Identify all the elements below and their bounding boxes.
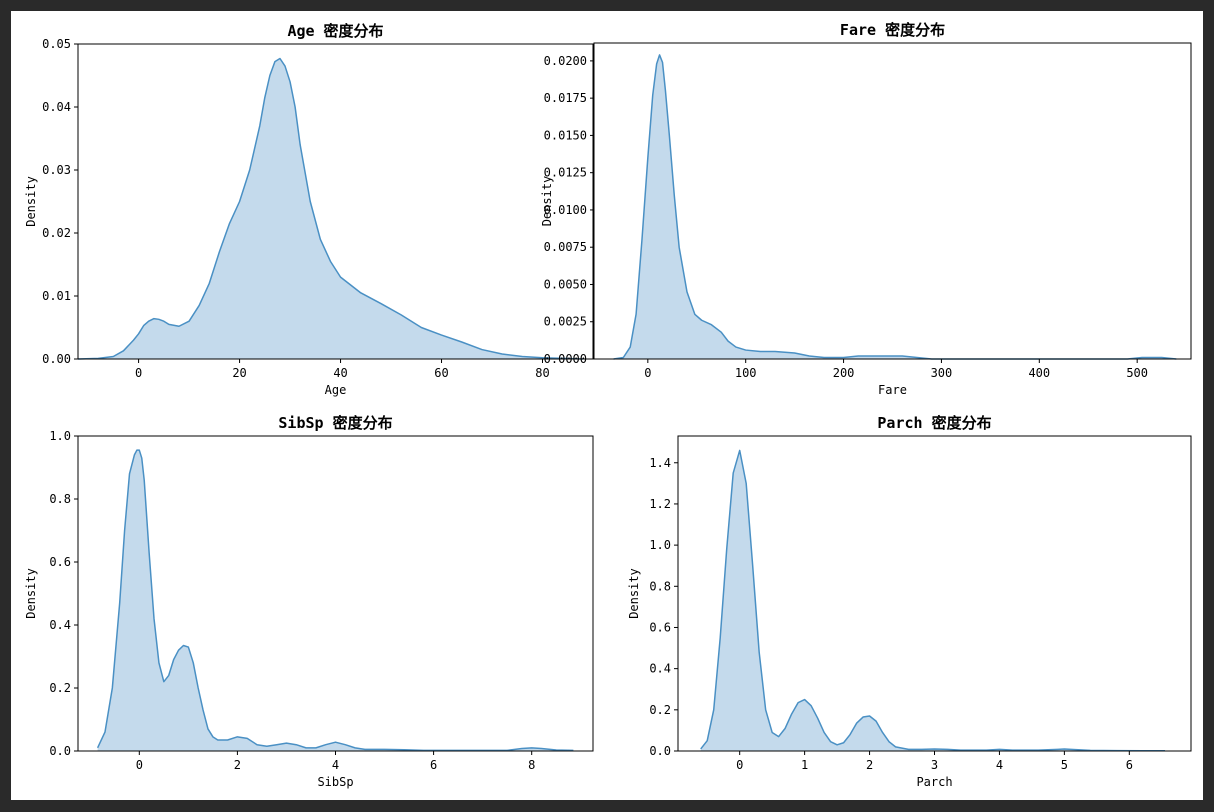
y-tick-label: 0.6 bbox=[649, 620, 671, 634]
x-tick-label: 8 bbox=[528, 758, 535, 772]
y-tick-label: 0.0175 bbox=[544, 91, 587, 105]
figure: 0 20 40 60 80 0.00 0.01 0.02 0.03 0.04 0.05 Age 密度分… bbox=[11, 11, 1203, 800]
x-tick-label: 2 bbox=[866, 758, 873, 772]
y-tick-label: 0.0150 bbox=[544, 128, 587, 142]
y-tick-label: 0.01 bbox=[42, 289, 71, 303]
x-tick-label: 4 bbox=[332, 758, 339, 772]
chart-title: Age 密度分布 bbox=[287, 22, 383, 40]
y-tick-label: 0.2 bbox=[649, 703, 671, 717]
x-tick-label: 200 bbox=[833, 366, 855, 380]
axes-frame bbox=[593, 42, 1192, 360]
y-tick-label: 0.4 bbox=[649, 662, 671, 676]
x-tick-label: 1 bbox=[801, 758, 808, 772]
density-line bbox=[700, 449, 1166, 752]
chart-title: Fare 密度分布 bbox=[840, 21, 945, 39]
y-tick-label: 0.0050 bbox=[544, 277, 587, 291]
y-tick-label: 0.0125 bbox=[544, 166, 587, 180]
x-tick-label: 4 bbox=[996, 758, 1003, 772]
y-tick-label: 0.0100 bbox=[544, 203, 587, 217]
y-axis-label: Density bbox=[540, 176, 554, 227]
chart-4: 0 1 2 3 4 5 6 0.0 0.2 0.4 0.6 0.8 1.0 1.2 1.4 Parch 密度分… bbox=[627, 414, 1192, 789]
y-axis-label: Density bbox=[24, 176, 38, 227]
x-tick-label: 0 bbox=[736, 758, 743, 772]
density-area bbox=[97, 450, 574, 751]
y-tick-label: 0.05 bbox=[42, 37, 71, 51]
y-tick-label: 0.0 bbox=[49, 744, 71, 758]
y-tick-label: 0.0025 bbox=[544, 315, 587, 329]
x-tick-label: 20 bbox=[232, 366, 246, 380]
x-axis-label: Age bbox=[325, 383, 347, 397]
x-tick-label: 6 bbox=[430, 758, 437, 772]
density-area bbox=[78, 58, 583, 360]
y-tick-label: 0.0075 bbox=[544, 240, 587, 254]
x-tick-label: 5 bbox=[1061, 758, 1068, 772]
chart-1: 0 20 40 60 80 0.00 0.01 0.02 0.03 0.04 0.05 Age 密度分… bbox=[24, 22, 594, 397]
y-tick-label: 0.0 bbox=[649, 744, 671, 758]
y-tick-label: 0.0000 bbox=[544, 352, 587, 366]
density-line bbox=[613, 54, 1177, 360]
x-tick-label: 0 bbox=[135, 366, 142, 380]
chart-title: Parch 密度分布 bbox=[877, 414, 991, 432]
y-tick-label: 0.00 bbox=[42, 352, 71, 366]
y-tick-label: 1.0 bbox=[649, 538, 671, 552]
y-tick-label: 0.02 bbox=[42, 226, 71, 240]
density-area bbox=[613, 54, 1177, 360]
x-axis-label: Parch bbox=[916, 775, 952, 789]
y-axis-label: Density bbox=[24, 568, 38, 619]
x-tick-label: 40 bbox=[333, 366, 347, 380]
x-tick-label: 80 bbox=[535, 366, 549, 380]
y-tick-label: 1.4 bbox=[649, 456, 671, 470]
density-area bbox=[700, 450, 1166, 751]
y-tick-label: 1.2 bbox=[649, 497, 671, 511]
x-tick-label: 3 bbox=[931, 758, 938, 772]
x-tick-label: 100 bbox=[735, 366, 757, 380]
density-line bbox=[96, 449, 574, 752]
y-tick-label: 0.4 bbox=[49, 618, 71, 632]
x-tick-label: 0 bbox=[136, 758, 143, 772]
x-tick-label: 0 bbox=[644, 366, 651, 380]
x-tick-label: 300 bbox=[931, 366, 953, 380]
y-tick-label: 1.0 bbox=[49, 429, 71, 443]
y-tick-label: 0.8 bbox=[649, 579, 671, 593]
x-axis-label: SibSp bbox=[317, 775, 353, 789]
x-tick-label: 500 bbox=[1126, 366, 1148, 380]
x-tick-label: 60 bbox=[434, 366, 448, 380]
y-tick-label: 0.0200 bbox=[544, 54, 587, 68]
density-line bbox=[77, 57, 583, 360]
x-tick-label: 2 bbox=[234, 758, 241, 772]
axes-frame bbox=[77, 43, 594, 360]
y-axis-label: Density bbox=[627, 568, 641, 619]
y-tick-label: 0.03 bbox=[42, 163, 71, 177]
y-tick-label: 0.8 bbox=[49, 492, 71, 506]
x-axis-label: Fare bbox=[878, 383, 907, 397]
y-tick-label: 0.6 bbox=[49, 555, 71, 569]
chart-title: SibSp 密度分布 bbox=[278, 414, 392, 432]
y-tick-label: 0.04 bbox=[42, 100, 71, 114]
x-tick-label: 6 bbox=[1126, 758, 1133, 772]
chart-2: 0 100 200 300 400 500 0.0000 0.0025 0.0050 0.0075… bbox=[540, 21, 1192, 397]
x-tick-label: 400 bbox=[1028, 366, 1050, 380]
y-tick-label: 0.2 bbox=[49, 681, 71, 695]
chart-3: 0 2 4 6 8 0.0 0.2 0.4 0.6 0.8 1.0 SibSp 密度分布 SibSp De… bbox=[24, 414, 594, 789]
